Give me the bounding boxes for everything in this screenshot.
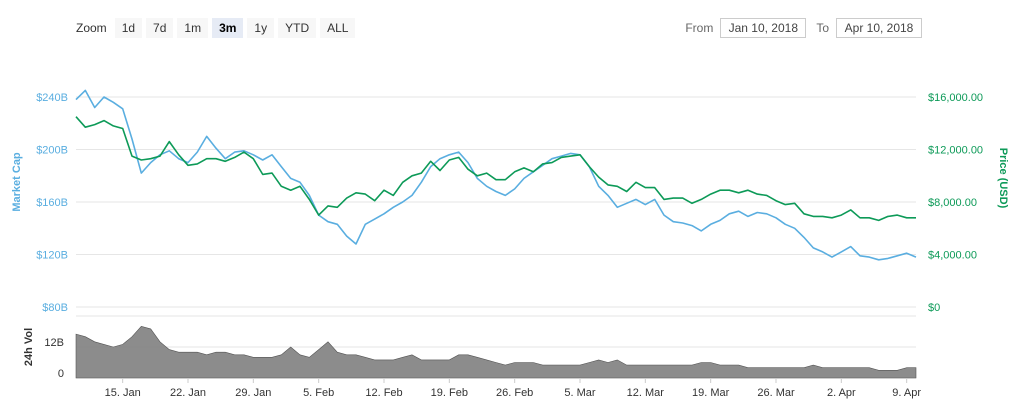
right-axis-tick-label: $12,000.00	[928, 145, 983, 157]
volume-axis-title: 24h Vol	[23, 328, 35, 366]
right-axis-tick-label: $16,000.00	[928, 92, 983, 104]
left-axis-title: Market Cap	[11, 152, 23, 212]
left-axis-tick-label: $120B	[36, 250, 68, 262]
x-axis-tick-label: 26. Mar	[757, 387, 795, 399]
zoom-button-7d[interactable]: 7d	[146, 18, 174, 38]
from-label: From	[685, 21, 714, 35]
right-axis-tick-label: $4,000.00	[928, 250, 977, 262]
volume-area-path	[75, 325, 917, 379]
zoom-bar: Zoom 1d 7d 1m 3m 1y YTD ALL	[76, 17, 359, 39]
zoom-button-ytd[interactable]: YTD	[278, 18, 317, 38]
zoom-label: Zoom	[76, 21, 107, 35]
x-axis-tick-label: 22. Jan	[170, 387, 206, 399]
to-label: To	[816, 21, 829, 35]
x-axis-tick-label: 12. Feb	[365, 387, 402, 399]
x-axis-tick-label: 9. Apr	[892, 387, 921, 399]
series-lines	[75, 89, 917, 261]
x-axis-tick-label: 2. Apr	[827, 387, 856, 399]
from-date-input[interactable]: Jan 10, 2018	[720, 18, 807, 38]
right-axis-tick-label: $0	[928, 302, 940, 314]
volume-axis-tick-label: 12B	[44, 337, 64, 349]
right-axis-title: Price (USD)	[997, 148, 1009, 209]
to-date-input[interactable]: Apr 10, 2018	[836, 18, 922, 38]
date-range: From Jan 10, 2018 To Apr 10, 2018	[685, 17, 922, 39]
zoom-button-1y[interactable]: 1y	[247, 18, 275, 38]
zoom-button-all[interactable]: ALL	[320, 18, 356, 38]
market-cap-line	[75, 89, 917, 261]
grid-lines	[76, 96, 916, 348]
volume-area	[75, 325, 917, 379]
left-axis-tick-label: $200B	[36, 145, 68, 157]
x-axis-tick-label: 15. Jan	[105, 387, 141, 399]
volume-axis-tick-label: 0	[58, 368, 64, 380]
x-axis-tick-label: 19. Feb	[431, 387, 468, 399]
x-axis-tick-label: 26. Feb	[496, 387, 533, 399]
x-axis-tick-label: 19. Mar	[692, 387, 730, 399]
left-axis-tick-label: $160B	[36, 197, 68, 209]
x-axis-tick-label: 5. Feb	[303, 387, 334, 399]
zoom-button-1d[interactable]: 1d	[114, 18, 143, 38]
left-axis-tick-label: $240B	[36, 92, 68, 104]
axes: $80B $120B $160B $200B $240B $0 $4,000.00 $8,00…	[11, 92, 1009, 399]
zoom-button-1m[interactable]: 1m	[177, 18, 209, 38]
right-axis-tick-label: $8,000.00	[928, 197, 977, 209]
x-axis-tick-label: 12. Mar	[627, 387, 665, 399]
x-axis-tick-label: 5. Mar	[564, 387, 596, 399]
left-axis-tick-label: $80B	[42, 302, 68, 314]
zoom-button-3m[interactable]: 3m	[212, 18, 244, 38]
x-axis-tick-label: 29. Jan	[235, 387, 271, 399]
price-line	[75, 116, 916, 222]
